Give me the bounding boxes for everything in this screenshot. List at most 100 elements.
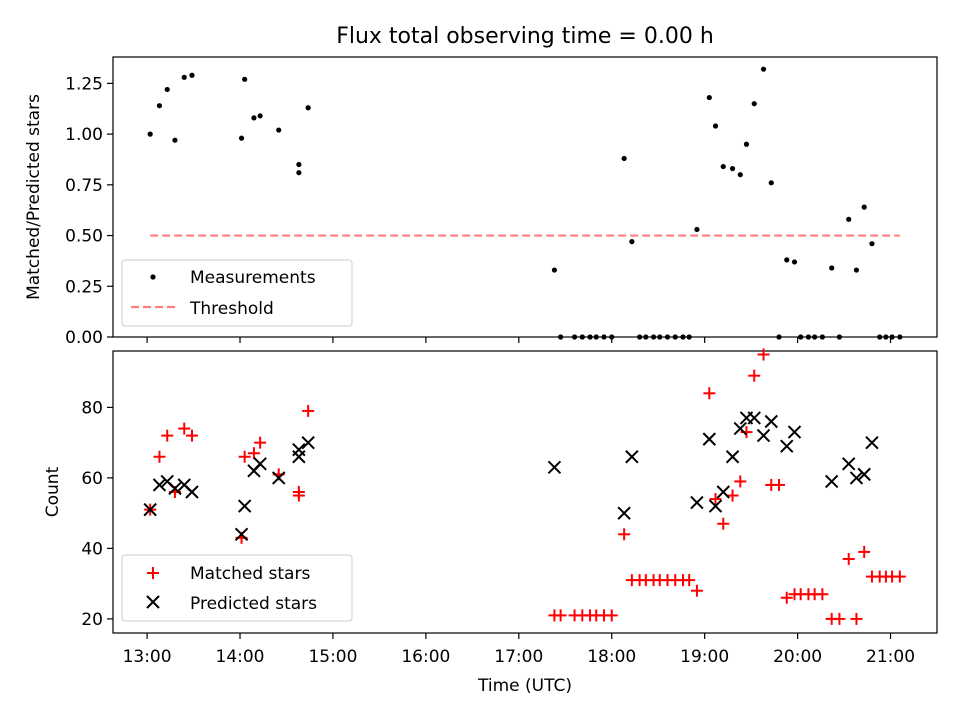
matched-star-point (185, 429, 198, 442)
measurement-point (147, 131, 153, 137)
measurement-point (883, 334, 889, 340)
measurement-point (760, 66, 767, 72)
matched-star-point (178, 422, 191, 435)
matched-star-point (683, 574, 696, 587)
measurement-point (686, 334, 692, 340)
measurement-point (558, 334, 564, 340)
matched-star-point (757, 348, 770, 361)
measurement-point (172, 137, 178, 143)
predicted-star-point (725, 450, 740, 464)
matched-star-point (773, 478, 786, 491)
predicted-star-point (733, 421, 748, 436)
predicted-star-point (756, 428, 771, 443)
measurement-point (768, 180, 774, 186)
x-tick-label: 17:00 (494, 647, 543, 667)
predicted-star-point (152, 478, 167, 492)
bottom-axes-frame (112, 350, 938, 634)
measurement-point (846, 216, 852, 222)
measurement-point (251, 115, 257, 121)
top-legend: Measurements Threshold (121, 259, 353, 327)
matched-star-point (554, 609, 567, 622)
matched-star-point (254, 436, 267, 449)
predicted-star-point (764, 414, 778, 429)
predicted-star-point (185, 485, 199, 499)
matched-star-point (734, 475, 747, 488)
predicted-star-point (842, 457, 856, 471)
top-y-tick-label: 0.25 (65, 277, 103, 297)
matched-star-point (842, 552, 855, 565)
measurement-point (650, 334, 657, 340)
bottom-y-tick-label: 60 (81, 469, 103, 489)
legend-measurements-marker (150, 274, 156, 280)
bottom-y-tick-label: 20 (81, 610, 103, 630)
bottom-x-ticks: 13:00 14:00 15:00 16:00 17:00 18:00 19:00 20:00… (123, 633, 915, 667)
predicted-star-point (702, 432, 717, 446)
matched-star-point (690, 584, 703, 597)
predicted-star-point (234, 527, 249, 542)
top-y-tick-label: 1.25 (65, 74, 103, 94)
predicted-star-point (780, 439, 794, 453)
matched-star-point (703, 387, 716, 400)
predicted-star-point (857, 467, 871, 482)
matched-star-point (893, 570, 906, 583)
matched-star-point (238, 450, 251, 463)
predicted-star-point (237, 499, 252, 513)
measurement-point (579, 334, 585, 340)
x-tick-label: 15:00 (308, 647, 357, 667)
matched-star-point (858, 545, 871, 558)
measurement-point (720, 163, 726, 170)
measurement-point (601, 334, 607, 340)
measurement-point (737, 172, 743, 178)
measurement-point (672, 334, 678, 340)
measurement-point (551, 267, 558, 273)
x-tick-label: 18:00 (587, 647, 636, 667)
measurement-point (296, 170, 302, 176)
bottom-y-tick-label: 40 (81, 539, 103, 559)
measurement-point (869, 241, 875, 247)
bottom-y-ticks: 20 40 60 80 (81, 398, 113, 630)
bottom-y-axis-label: Count (43, 466, 63, 517)
predicted-star-point (625, 450, 639, 464)
measurement-point (189, 72, 195, 78)
matched-star-point (726, 489, 739, 502)
predicted-star-point (617, 506, 631, 520)
measurement-point (853, 267, 860, 273)
top-plot-marks (147, 66, 903, 340)
predicted-star-point (272, 471, 286, 485)
measurement-point (664, 334, 671, 340)
top-y-axis-label: Matched/Predicted stars (24, 94, 44, 300)
legend-predicted-label: Predicted stars (190, 594, 317, 614)
predicted-star-point (865, 435, 879, 450)
matched-star-point (292, 486, 305, 498)
x-tick-label: 13:00 (123, 647, 172, 667)
x-tick-label: 20:00 (773, 647, 822, 667)
measurement-point (181, 74, 187, 80)
measurement-point (836, 334, 843, 340)
top-y-tick-label: 1.00 (65, 125, 103, 145)
matched-star-point (709, 493, 722, 506)
matched-star-point (816, 588, 829, 601)
measurement-point (706, 94, 712, 101)
legend-threshold-label: Threshold (189, 299, 274, 319)
measurement-point (593, 334, 599, 340)
measurement-point (694, 226, 700, 233)
measurement-point (877, 334, 883, 340)
matched-star-point (247, 447, 260, 460)
predicted-star-point (716, 485, 730, 499)
measurement-point (164, 86, 170, 93)
bottom-plot-marks (143, 348, 906, 625)
measurement-point (897, 334, 903, 340)
measurement-point (242, 76, 248, 82)
bottom-legend-box (121, 554, 353, 622)
predicted-star-point (301, 435, 315, 450)
legend-matched-marker (147, 567, 159, 579)
predicted-star-point (787, 425, 802, 439)
x-tick-label: 14:00 (216, 647, 265, 667)
top-y-tick-label: 0.50 (65, 227, 103, 247)
measurement-point (805, 334, 812, 340)
measurement-point (784, 257, 790, 263)
measurement-point (819, 334, 825, 340)
measurement-point (621, 155, 627, 162)
matched-star-point (302, 404, 315, 417)
matched-star-point (161, 429, 174, 442)
